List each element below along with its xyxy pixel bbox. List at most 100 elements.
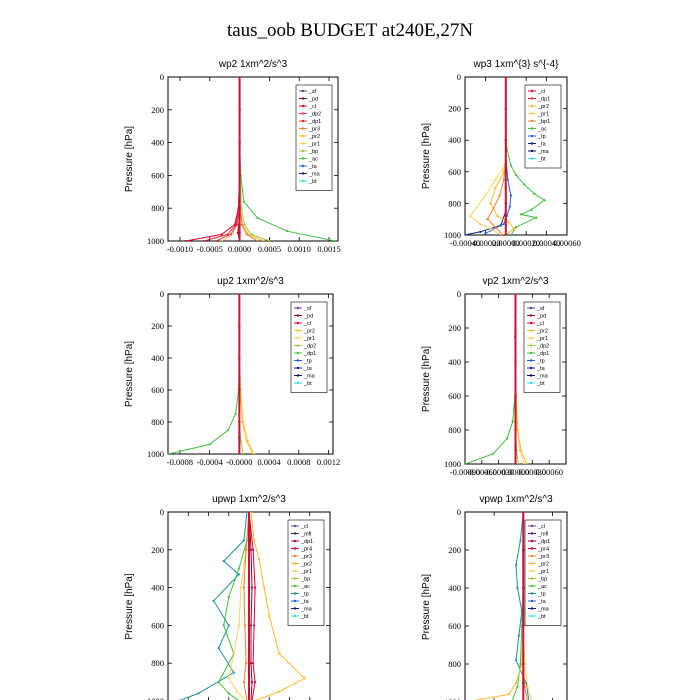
- legend-label: _tp: [536, 359, 545, 365]
- legend-label: _sf: [308, 89, 317, 95]
- legend-marker: [301, 157, 305, 160]
- legend-marker: [529, 366, 533, 370]
- data-point: [244, 662, 248, 665]
- legend-marker: [293, 554, 297, 558]
- series-line-tp: [485, 77, 512, 234]
- legend-label: _pr3: [537, 554, 549, 560]
- data-point: [516, 428, 519, 432]
- data-point: [252, 539, 256, 542]
- legend-label: _cl: [300, 524, 308, 530]
- y-tick-label: 400: [151, 138, 164, 148]
- legend: _sf _pd_cl _dp2_dp1 _pr3_pr2 _pr1_bp _ac_ta _m…: [295, 84, 333, 191]
- data-point: [242, 200, 245, 203]
- data-point: [479, 222, 482, 226]
- legend-label: _dp1: [536, 351, 549, 357]
- x-tick-label: -0.0004: [197, 457, 224, 467]
- legend-label: _dp2: [308, 112, 321, 118]
- data-point: [184, 239, 187, 241]
- data-point: [502, 178, 505, 181]
- legend-marker: [529, 336, 533, 340]
- legend-marker: [530, 134, 534, 138]
- x-tick-label: 0.00060: [535, 467, 563, 477]
- y-tick-label: 400: [151, 583, 164, 593]
- series-group: [465, 294, 528, 464]
- legend-label: _pr2: [308, 134, 320, 140]
- data-point: [220, 233, 223, 236]
- legend-label: _ac: [537, 584, 547, 590]
- legend-marker: [293, 524, 297, 528]
- figure-title: taus_oob BUDGET at240E,27N: [226, 20, 474, 41]
- legend-marker: [293, 592, 297, 595]
- data-point: [242, 586, 246, 589]
- data-point: [263, 586, 266, 589]
- data-point: [516, 586, 519, 590]
- plot-frame: [464, 76, 568, 236]
- legend-label: _pr1: [300, 569, 312, 575]
- legend: _sf _pd_cl _pr2_pr1 _dp2_dp1 _tp_ta _ma_bt: [290, 301, 328, 393]
- legend-label: _bt: [537, 157, 546, 163]
- legend-marker: [530, 112, 534, 115]
- data-point: [227, 677, 230, 680]
- series-group: [184, 77, 337, 241]
- legend-marker: [530, 142, 534, 145]
- data-point: [251, 662, 255, 665]
- legend-marker: [530, 89, 534, 93]
- data-point: [498, 194, 501, 197]
- panel-0: wp2 1xm^2/s^3 Pressure [hPa] 0 200 400 600 800…: [124, 59, 341, 254]
- legend-marker: [296, 329, 300, 332]
- legend-label: _pr2: [537, 562, 549, 568]
- data-point: [243, 223, 246, 226]
- legend-marker: [301, 172, 305, 175]
- legend-marker: [293, 577, 297, 580]
- legend-label: _pr2: [300, 562, 312, 568]
- data-point: [250, 586, 254, 589]
- legend-marker: [530, 569, 534, 573]
- legend-label: _ta: [300, 599, 310, 605]
- data-point: [303, 677, 306, 680]
- x-tick-label: -0.0000: [226, 457, 252, 467]
- x-tick-label: 0.0005: [258, 244, 281, 254]
- legend-label: _bp: [537, 577, 547, 583]
- series-line-cl: [185, 77, 241, 241]
- legend-label: _pr2: [537, 104, 549, 110]
- data-point: [236, 231, 239, 234]
- legend-label: _ma: [537, 149, 550, 155]
- data-point: [234, 412, 237, 416]
- data-point: [237, 567, 240, 570]
- series-line-tp: [179, 512, 248, 700]
- legend-label: _tp: [303, 359, 312, 365]
- data-point: [494, 178, 497, 181]
- legend-label: _cl: [308, 104, 316, 110]
- data-point: [278, 690, 281, 693]
- series-group: [168, 294, 256, 454]
- data-point: [502, 222, 505, 226]
- legend-marker: [530, 127, 534, 130]
- legend-marker: [301, 89, 305, 93]
- y-tick-label: 0: [160, 72, 164, 82]
- data-point: [232, 652, 235, 655]
- data-point: [509, 233, 512, 235]
- y-tick-label: 1000: [147, 236, 164, 246]
- series-line-pr3: [239, 77, 258, 241]
- data-point: [235, 690, 238, 693]
- legend-marker: [530, 607, 534, 610]
- data-point: [505, 437, 509, 440]
- y-axis-label: Pressure [hPa]: [124, 341, 135, 407]
- legend-label: _dp1: [537, 97, 550, 103]
- legend-marker: [296, 381, 300, 385]
- legend-label: _sf: [536, 306, 545, 312]
- series-group: [177, 512, 306, 700]
- legend-marker: [529, 374, 533, 377]
- y-tick-label: 1000: [444, 459, 461, 469]
- data-point: [514, 564, 518, 567]
- legend-label: _pr1: [303, 336, 315, 342]
- legend-label: _bt: [308, 179, 317, 185]
- legend-marker: [530, 554, 534, 558]
- y-tick-label: 200: [448, 104, 461, 114]
- legend-marker: [529, 351, 533, 355]
- panel-title: wp3 1xm^{3} s^{-4}: [473, 59, 560, 70]
- data-point: [533, 192, 536, 196]
- panel-1: wp3 1xm^{3} s^{-4} Pressure [hPa] 0 200 400 6…: [421, 59, 581, 248]
- data-point: [239, 586, 242, 589]
- legend-box: [290, 301, 328, 393]
